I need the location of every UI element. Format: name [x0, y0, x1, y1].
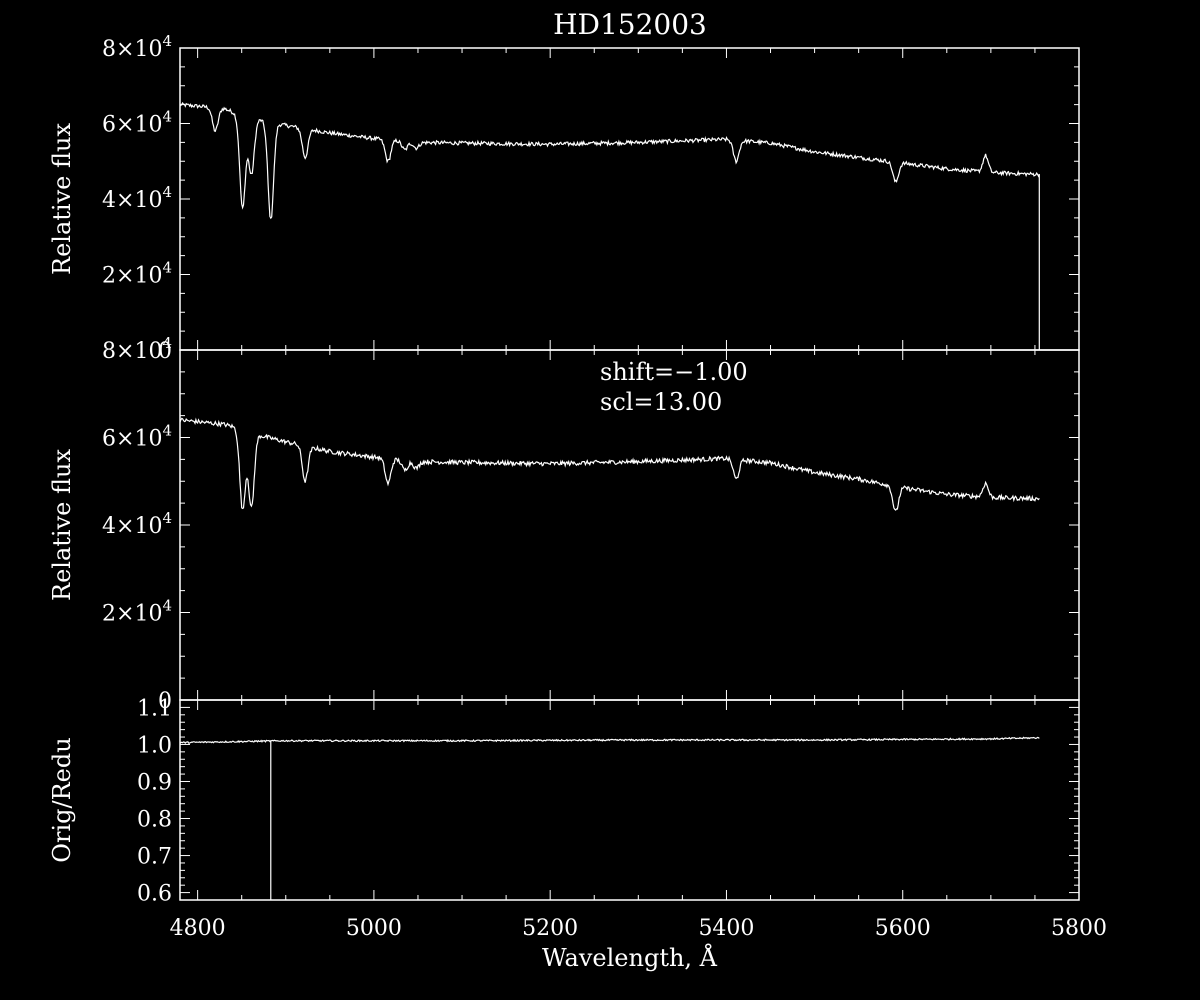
y-tick-label: 8×104 — [102, 334, 172, 364]
y-axis-label: Relative flux — [48, 123, 76, 275]
x-tick-label: 5200 — [522, 916, 578, 941]
y-axis-label: Orig/Redu — [48, 737, 76, 862]
annotation-text: shift=−1.00 — [600, 358, 748, 386]
annotation-text: scl=13.00 — [600, 388, 722, 416]
y-tick-label: 4×104 — [102, 183, 172, 213]
x-tick-label: 5600 — [875, 916, 931, 941]
y-tick-label: 0 — [158, 689, 172, 714]
x-tick-label: 5800 — [1051, 916, 1107, 941]
y-tick-label: 0.8 — [137, 808, 172, 833]
y-tick-label: 0.9 — [137, 770, 172, 795]
y-tick-label: 8×104 — [102, 32, 172, 62]
y-tick-label: 0.6 — [137, 882, 172, 907]
spectrum-line — [179, 101, 1040, 350]
y-tick-label: 1.0 — [137, 733, 172, 758]
y-tick-label: 0.7 — [137, 845, 172, 870]
y-tick-label: 4×104 — [102, 509, 172, 539]
panel-bottom: 0.6 0.7 0.8 0.9 1.0 1.1 4800 5000 5200 5400 5600 58… — [48, 696, 1107, 972]
plot-frame — [179, 699, 1080, 901]
y-tick-label: 6×104 — [102, 108, 172, 138]
y-tick-label: 2×104 — [102, 259, 172, 289]
spectrum-line — [179, 417, 1040, 511]
y-axis-label: Relative flux — [48, 449, 76, 601]
y-tick-label: 6×104 — [102, 422, 172, 452]
x-tick-label: 5000 — [346, 916, 402, 941]
x-axis-label: Wavelength, Å — [542, 943, 718, 972]
y-tick-label: 2×104 — [102, 597, 172, 627]
chart-title: HD152003 — [553, 8, 707, 41]
x-tick-label: 4800 — [170, 916, 226, 941]
x-tick-label: 5400 — [698, 916, 754, 941]
y-tick-label: 0 — [158, 339, 172, 364]
y-tick-label: 1.1 — [137, 696, 172, 721]
spectrum-line — [179, 736, 1040, 744]
panel-top: 0 2×104 4×104 6×104 8×104 Relative flux — [48, 32, 1080, 364]
